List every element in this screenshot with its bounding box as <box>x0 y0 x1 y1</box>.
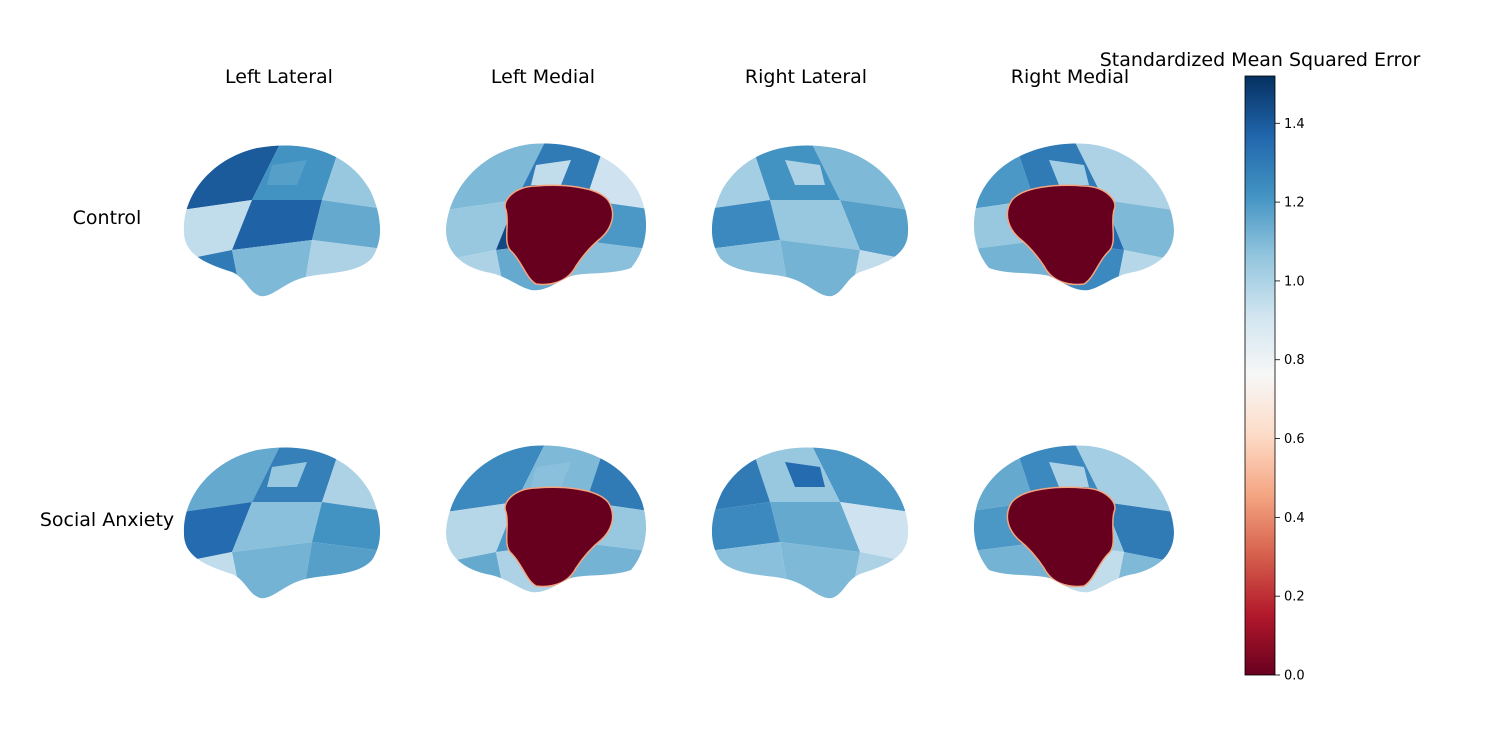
region-patch <box>232 542 312 599</box>
colorbar-tick-label: 0.6 <box>1284 432 1305 447</box>
region-patch <box>267 160 307 185</box>
brain-panel-control-right-lateral <box>711 145 909 297</box>
region-patch <box>785 462 825 487</box>
region-patch <box>183 552 242 599</box>
region-patch <box>1104 200 1174 260</box>
region-patch <box>840 502 909 562</box>
brain-panel-control-right-medial <box>973 143 1174 291</box>
colorbar-tick-label: 0.4 <box>1284 511 1305 526</box>
region-patch <box>232 240 312 297</box>
colorbar-title: Standardized Mean Squared Error <box>1099 49 1421 71</box>
column-title-left-lateral: Left Lateral <box>225 66 333 88</box>
region-patch <box>322 145 381 210</box>
medial-wall <box>1006 184 1116 286</box>
region-patch <box>785 160 825 185</box>
colorbar-tick-label: 1.0 <box>1284 274 1305 289</box>
region-patch <box>1049 160 1089 185</box>
brain-panel-social-anxiety-right-lateral <box>711 447 909 599</box>
region-patch <box>312 200 381 250</box>
colorbar-tick-label: 1.4 <box>1284 117 1305 132</box>
region-patch <box>531 160 571 185</box>
brain-panel-social-anxiety-left-lateral <box>183 447 381 599</box>
region-patch <box>770 200 860 250</box>
region-patch <box>1049 462 1089 487</box>
region-patch <box>267 462 307 487</box>
medial-wall <box>504 184 614 286</box>
row-label-control: Control <box>72 207 142 229</box>
region-patch <box>711 502 780 552</box>
column-title-left-medial: Left Medial <box>490 66 596 88</box>
colorbar: 0.0 0.2 0.4 0.6 0.8 1.0 1.2 1.4 <box>1244 75 1305 684</box>
region-patch <box>770 502 860 552</box>
brain-panel-social-anxiety-left-medial <box>446 445 647 593</box>
column-title-right-medial: Right Medial <box>1010 66 1130 88</box>
region-patch <box>312 502 381 552</box>
region-patch <box>850 250 909 297</box>
colorbar-gradient <box>1244 75 1276 676</box>
region-patch <box>183 200 252 260</box>
region-patch <box>780 542 860 599</box>
region-patch <box>1104 502 1174 562</box>
region-patch <box>446 552 506 593</box>
colorbar-tick-label: 0.2 <box>1284 590 1305 605</box>
region-patch <box>446 200 516 260</box>
column-title-right-lateral: Right Lateral <box>744 66 868 88</box>
region-patch <box>711 200 780 250</box>
colorbar-tick-label: 1.2 <box>1284 196 1305 211</box>
brain-panel-social-anxiety-right-medial <box>973 445 1174 593</box>
region-patch <box>1114 552 1174 593</box>
region-patch <box>840 200 909 260</box>
row-label-social-anxiety: Social Anxiety <box>39 509 175 531</box>
region-patch <box>322 447 381 512</box>
region-patch <box>302 542 381 599</box>
colorbar-tick-label: 0.8 <box>1284 353 1305 368</box>
region-patch <box>1114 250 1174 291</box>
region-patch <box>183 250 242 297</box>
region-patch <box>531 462 571 487</box>
medial-wall <box>504 486 614 588</box>
region-patch <box>711 145 770 210</box>
region-patch <box>711 542 790 599</box>
colorbar-tick-label: 0.0 <box>1284 669 1305 684</box>
region-patch <box>232 200 322 250</box>
region-patch <box>232 502 322 552</box>
region-patch <box>850 552 909 599</box>
medial-wall <box>1006 486 1116 588</box>
region-patch <box>446 250 506 291</box>
region-patch <box>780 240 860 297</box>
region-patch <box>183 502 252 562</box>
region-patch <box>302 240 381 297</box>
brain-panels <box>183 143 1174 599</box>
region-patch <box>711 240 790 297</box>
brain-panel-control-left-lateral <box>183 145 381 297</box>
region-patch <box>446 502 516 562</box>
brain-panel-control-left-medial <box>446 143 647 291</box>
region-patch <box>711 447 770 512</box>
